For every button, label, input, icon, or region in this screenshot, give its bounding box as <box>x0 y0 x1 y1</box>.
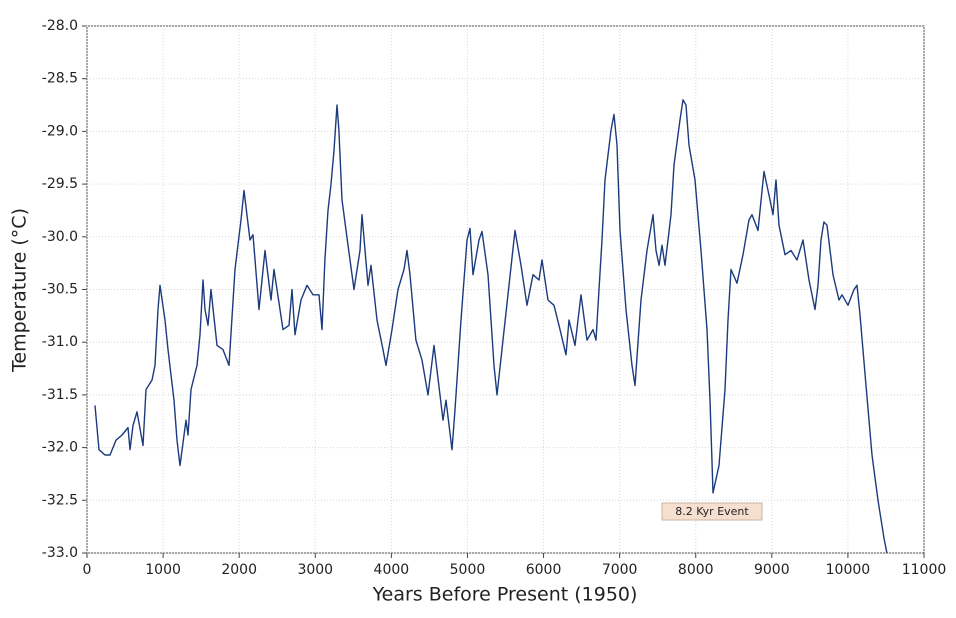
x-tick-label: 2000 <box>221 562 257 578</box>
x-tick-label: 3000 <box>297 562 333 578</box>
y-tick-label: -33.0 <box>42 545 78 561</box>
x-tick-label: 0 <box>83 562 92 578</box>
annotation-text: 8.2 Kyr Event <box>675 505 749 518</box>
y-tick-label: -32.5 <box>42 492 78 508</box>
x-tick-label: 7000 <box>602 562 638 578</box>
y-tick-label: -31.5 <box>42 387 78 403</box>
data-line <box>94 99 888 554</box>
annotation-box <box>661 502 763 521</box>
y-tick-label: -30.0 <box>42 229 78 245</box>
y-tick-label: -29.0 <box>42 123 78 139</box>
x-tick-label: 8000 <box>678 562 714 578</box>
y-tick-label: -28.5 <box>42 71 78 87</box>
x-axis-title: Years Before Present (1950) <box>372 584 638 606</box>
y-tick-label: -31.0 <box>42 334 78 350</box>
y-tick-label: -32.0 <box>42 440 78 456</box>
x-tick-label: 9000 <box>754 562 790 578</box>
y-axis-title: Temperature (°C) <box>9 208 31 373</box>
y-tick-label: -30.5 <box>42 282 78 298</box>
x-tick-label: 11000 <box>902 562 947 578</box>
x-tick-label: 5000 <box>450 562 486 578</box>
x-tick-label: 4000 <box>374 562 410 578</box>
plot-frame <box>86 25 925 554</box>
y-tick-label: -28.0 <box>42 18 78 34</box>
x-tick-label: 1000 <box>145 562 181 578</box>
y-tick-label: -29.5 <box>42 176 78 192</box>
annotation: 8.2 Kyr Event <box>661 502 763 521</box>
x-tick-label: 6000 <box>526 562 562 578</box>
x-tick-label: 10000 <box>826 562 871 578</box>
